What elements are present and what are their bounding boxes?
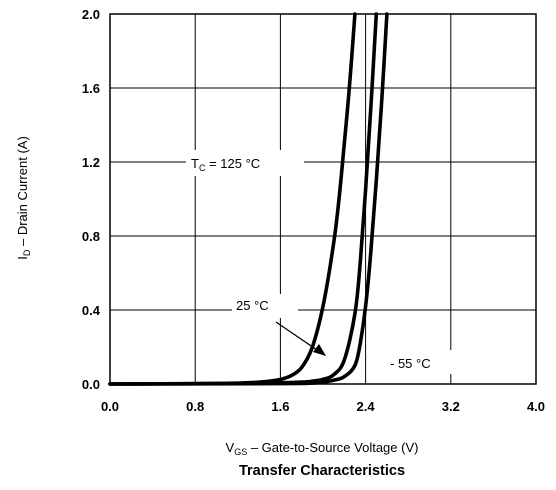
- annotation-arrow-head: [313, 344, 326, 356]
- annotation-arrow-line: [275, 321, 321, 353]
- curve-minus55c: [108, 12, 389, 386]
- curve-25c: [108, 12, 379, 386]
- annotation-tc-125: TC = 125 °C: [191, 156, 260, 173]
- y-tick-label: 0.4: [82, 303, 101, 318]
- annotation-minus55c: - 55 °C: [390, 356, 431, 371]
- chart-title: Transfer Characteristics: [239, 463, 405, 479]
- x-tick-label: 2.4: [357, 399, 376, 414]
- tm55-label-bg: [384, 350, 454, 374]
- y-tick-label: 1.2: [82, 155, 100, 170]
- curve-125c: [108, 12, 357, 386]
- x-tick-label: 4.0: [527, 399, 545, 414]
- x-tick-label: 3.2: [442, 399, 460, 414]
- tc-label-bg: [186, 150, 304, 176]
- plot-frame: [109, 13, 537, 385]
- y-axis-label: ID – Drain Current (A): [15, 136, 32, 260]
- y-tick-label: 2.0: [82, 7, 100, 22]
- series-curves: [108, 12, 389, 386]
- annotation-25c: 25 °C: [236, 298, 269, 313]
- y-tick-label: 0.8: [82, 229, 100, 244]
- x-tick-label: 1.6: [271, 399, 289, 414]
- x-tick-label: 0.8: [186, 399, 204, 414]
- tick-labels: 0.0 0.8 1.6 2.4 3.2 4.0 0.0 0.4 0.8 1.2 1.6 2.0: [82, 7, 545, 414]
- x-axis-label: VGS – Gate-to-Source Voltage (V): [226, 440, 419, 457]
- t25-label-bg: [232, 294, 298, 318]
- y-tick-label: 0.0: [82, 377, 100, 392]
- y-tick-label: 1.6: [82, 81, 100, 96]
- x-tick-label: 0.0: [101, 399, 119, 414]
- grid-lines: [109, 13, 537, 385]
